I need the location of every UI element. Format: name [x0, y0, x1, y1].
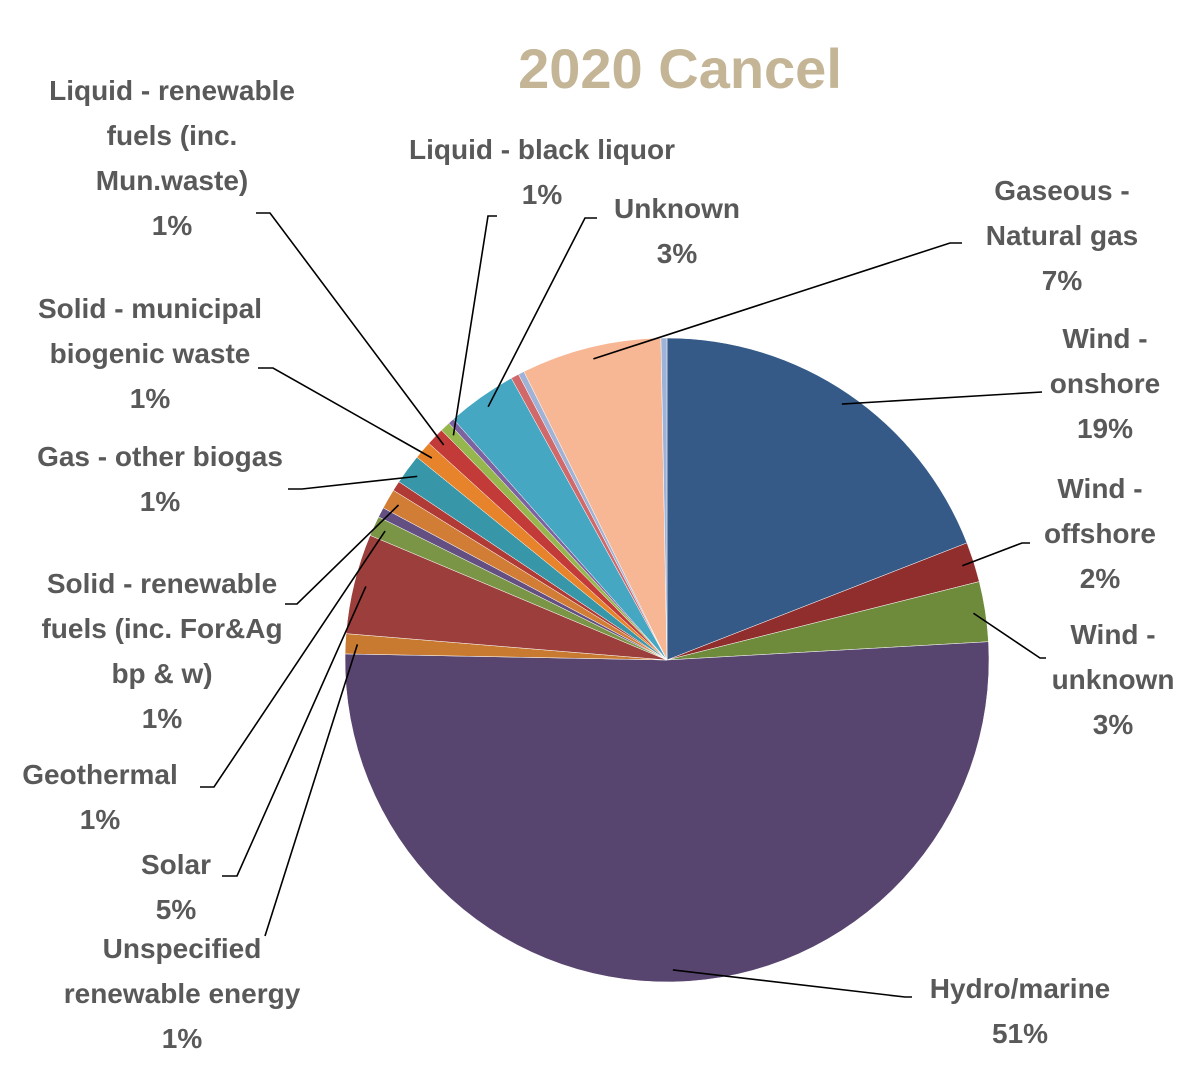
slice-label-geothermal: Geothermal	[22, 759, 178, 790]
slice-label-unspecified: Unspecified	[103, 933, 262, 964]
slice-percent-liquid_black: 1%	[522, 179, 563, 210]
slice-percent-liquid_renew: 1%	[152, 210, 193, 241]
slice-label-solid_renew: Solid - renewable	[47, 568, 277, 599]
slice-percent-wind_onshore: 19%	[1077, 413, 1133, 444]
slice-label-wind_offshore: offshore	[1044, 518, 1156, 549]
pie-slice-minor_f	[660, 337, 668, 661]
slice-percent-solid_municipal: 1%	[130, 383, 171, 414]
slice-percent-geothermal: 1%	[80, 804, 121, 835]
leader-line-gaseous_ng	[593, 242, 962, 360]
slice-label-solar: Solar	[141, 849, 211, 880]
slice-percent-wind_offshore: 2%	[1080, 563, 1121, 594]
slice-label-liquid_black: Liquid - black liquor	[409, 134, 675, 165]
slice-label-solid_municipal: biogenic waste	[50, 338, 251, 369]
leader-line-solid_municipal	[258, 367, 433, 459]
slice-labels: Wind - onshore 19% Wind - offshore 2% Wind - un…	[22, 75, 1174, 1054]
slice-label-liquid_renew: Liquid - renewable	[49, 75, 295, 106]
slice-percent-solar: 5%	[156, 894, 197, 925]
leader-line-wind_onshore	[841, 391, 1043, 405]
leader-line-unknown	[487, 217, 597, 408]
leader-line-wind_unknown	[973, 612, 1046, 659]
slice-percent-gas_biogas: 1%	[140, 486, 181, 517]
slice-label-wind_onshore: Wind -	[1062, 323, 1147, 354]
slice-label-unknown: Unknown	[614, 193, 740, 224]
leader-line-geothermal	[200, 530, 386, 788]
leader-line-wind_offshore	[962, 542, 1030, 567]
leader-line-unspecified	[264, 644, 359, 937]
slice-label-wind_unknown: unknown	[1052, 664, 1175, 695]
leader-line-liquid_black	[452, 215, 497, 436]
slice-percent-unspecified: 1%	[162, 1023, 203, 1054]
slice-label-solid_municipal: Solid - municipal	[38, 293, 262, 324]
slice-percent-wind_unknown: 3%	[1093, 709, 1134, 740]
leader-line-solar	[222, 586, 367, 877]
pie-slices	[344, 337, 990, 983]
pie-slice-wind_onshore	[666, 337, 968, 661]
slice-label-wind_offshore: Wind -	[1057, 473, 1142, 504]
slice-label-solid_renew: bp & w)	[111, 658, 212, 689]
slice-label-solid_renew: fuels (inc. For&Ag	[41, 613, 282, 644]
slice-label-unspecified: renewable energy	[64, 978, 301, 1009]
slice-percent-hydro: 51%	[992, 1018, 1048, 1049]
slice-percent-gaseous_ng: 7%	[1042, 265, 1083, 296]
leader-line-solid_renew	[285, 504, 400, 605]
slice-label-wind_unknown: Wind -	[1070, 619, 1155, 650]
slice-percent-unknown: 3%	[657, 238, 698, 269]
slice-label-gaseous_ng: Natural gas	[986, 220, 1139, 251]
slice-label-gas_biogas: Gas - other biogas	[37, 441, 283, 472]
leader-line-liquid_renew	[256, 212, 445, 446]
leader-lines	[200, 212, 1046, 998]
slice-label-liquid_renew: Mun.waste)	[96, 165, 248, 196]
leader-line-gas_biogas	[288, 475, 418, 490]
leader-line-hydro	[672, 969, 912, 998]
slice-label-wind_onshore: onshore	[1050, 368, 1160, 399]
slice-percent-solid_renew: 1%	[142, 703, 183, 734]
slice-label-gaseous_ng: Gaseous -	[994, 175, 1129, 206]
slice-label-liquid_renew: fuels (inc.	[107, 120, 238, 151]
pie-slice-hydro	[344, 641, 990, 983]
slice-label-hydro: Hydro/marine	[930, 973, 1111, 1004]
chart-title: 2020 Cancel	[518, 37, 842, 100]
